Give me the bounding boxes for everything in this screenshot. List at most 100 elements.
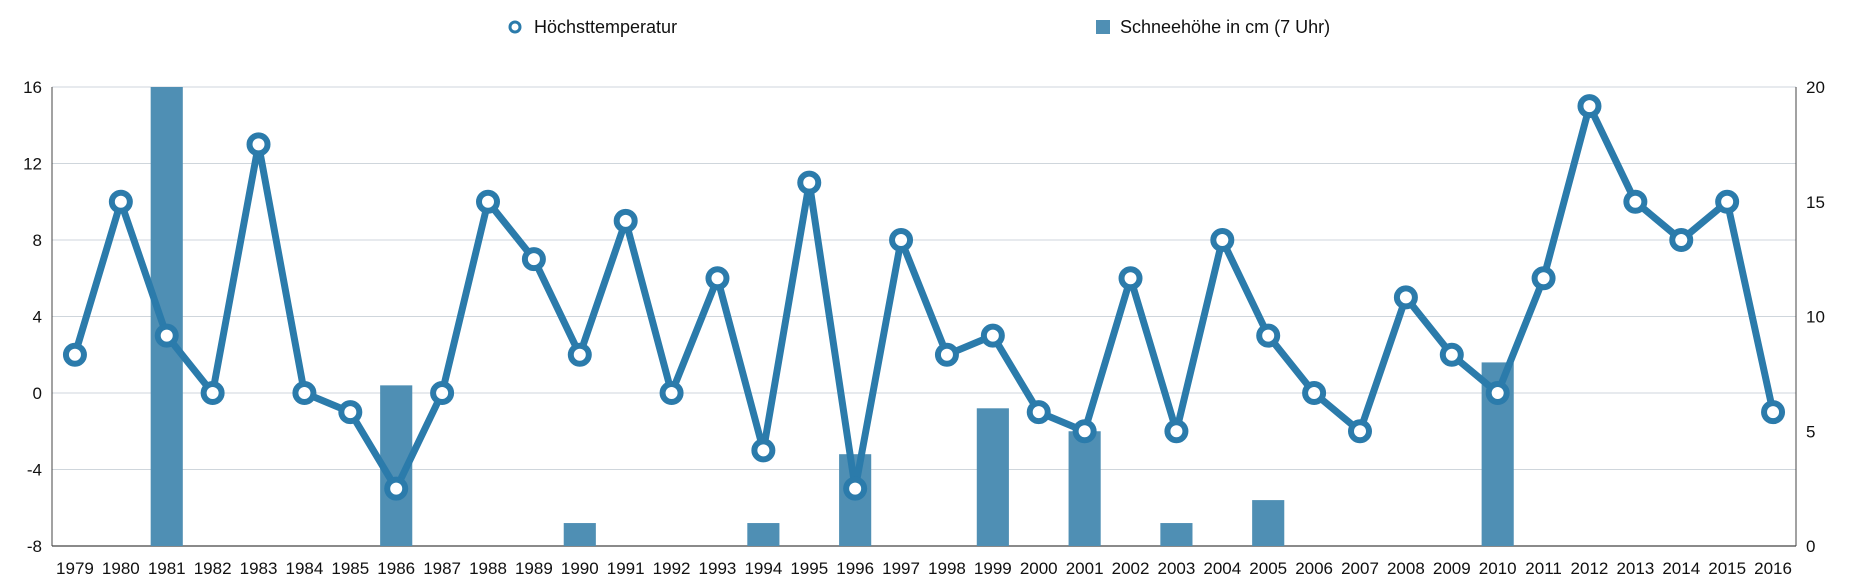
legend-label-bar: Schneehöhe in cm (7 Uhr) [1120,17,1330,37]
y-axis-right: 20 15 10 5 0 [1806,78,1825,556]
x-tick-label: 1997 [882,559,920,578]
x-tick-label: 1986 [377,559,415,578]
x-tick-label: 1987 [423,559,461,578]
x-tick-label: 1991 [607,559,645,578]
x-tick-label: 2015 [1708,559,1746,578]
point-2000 [1026,400,1051,425]
point-1991 [613,208,638,233]
bar-1981 [150,87,183,546]
y-right-tick-label: 0 [1806,537,1815,556]
point-1993 [705,266,730,291]
point-1985 [338,400,363,425]
x-tick-label: 2004 [1203,559,1241,578]
point-2001 [1072,419,1097,444]
legend: Höchsttemperatur Schneehöhe in cm (7 Uhr… [508,17,1330,37]
x-tick-label: 2016 [1754,559,1792,578]
point-1984 [292,381,317,405]
point-1996 [843,476,868,501]
x-tick-label: 1984 [286,559,324,578]
point-2009 [1439,342,1464,367]
x-tick-label: 1993 [699,559,737,578]
y-right-tick-label: 5 [1806,422,1815,441]
x-tick-label: 2011 [1525,559,1562,578]
x-tick-label: 1999 [974,559,1012,578]
x-tick-label: 1996 [836,559,874,578]
point-1979 [62,342,87,367]
point-2012 [1577,94,1602,119]
x-tick-label: 2013 [1616,559,1654,578]
y-right-tick-label: 10 [1806,308,1825,327]
y-left-tick-label: 4 [33,308,42,327]
point-1987 [430,381,455,405]
point-1986 [384,476,409,501]
point-2005 [1256,323,1281,348]
point-1988 [476,189,500,214]
legend-label-line: Höchsttemperatur [534,17,677,37]
bar-2001 [1068,431,1101,546]
y-left-tick-label: 16 [23,78,42,97]
x-tick-label: 2007 [1341,559,1379,578]
y-right-tick-label: 20 [1806,78,1825,97]
point-2004 [1210,228,1235,252]
x-tick-label: 2006 [1295,559,1333,578]
y-axis-left: 16 12 8 4 0 -4 -8 [23,78,42,556]
x-tick-label: 1985 [331,559,369,578]
legend-marker-line [508,20,522,34]
temperature-points [62,94,1786,501]
x-tick-label: 1981 [148,559,186,578]
x-tick-label: 2010 [1479,559,1517,578]
point-1990 [567,342,592,367]
x-tick-label: 1983 [240,559,278,578]
point-2007 [1348,419,1372,444]
x-axis: 1979 1980 1981 1982 1983 1984 1985 1986 1987 1988… [56,559,1792,578]
bar-2005 [1252,500,1285,546]
x-tick-label: 2005 [1249,559,1287,578]
point-1981 [154,323,179,348]
x-tick-label: 2003 [1158,559,1196,578]
x-tick-label: 1988 [469,559,507,578]
x-tick-label: 1982 [194,559,232,578]
point-1980 [108,189,133,214]
point-2010 [1485,381,1510,405]
legend-marker-bar [1096,20,1110,34]
x-tick-label: 1994 [744,559,782,578]
bar-1994 [747,523,780,546]
y-left-tick-label: -8 [27,537,42,556]
point-1994 [751,438,776,463]
x-tick-label: 2008 [1387,559,1425,578]
bar-1999 [976,408,1009,546]
point-2011 [1531,266,1556,291]
bar-1990 [563,523,596,546]
bar-2003 [1160,523,1193,546]
point-2008 [1393,285,1418,310]
y-left-tick-label: 8 [33,231,42,250]
point-1997 [889,228,914,252]
x-tick-label: 1980 [102,559,140,578]
y-right-tick-label: 15 [1806,193,1825,212]
point-1999 [980,323,1005,348]
point-2016 [1761,400,1786,425]
y-left-tick-label: -4 [27,461,42,480]
x-tick-label: 1979 [56,559,94,578]
point-1998 [934,342,959,367]
x-tick-label: 2012 [1571,559,1609,578]
point-2003 [1164,419,1189,444]
x-tick-label: 1989 [515,559,553,578]
x-tick-label: 1995 [790,559,828,578]
gridlines [51,86,1797,547]
x-tick-label: 2002 [1112,559,1150,578]
x-tick-label: 1998 [928,559,966,578]
point-1989 [521,247,546,272]
y-left-tick-label: 12 [23,155,42,174]
x-tick-label: 1992 [653,559,691,578]
point-2006 [1302,381,1327,405]
point-2013 [1623,189,1648,214]
point-2015 [1715,189,1740,214]
point-1992 [659,381,684,405]
x-tick-label: 2009 [1433,559,1471,578]
x-tick-label: 2001 [1066,559,1104,578]
point-2014 [1669,228,1694,252]
y-left-tick-label: 0 [33,384,42,403]
x-tick-label: 2000 [1020,559,1058,578]
